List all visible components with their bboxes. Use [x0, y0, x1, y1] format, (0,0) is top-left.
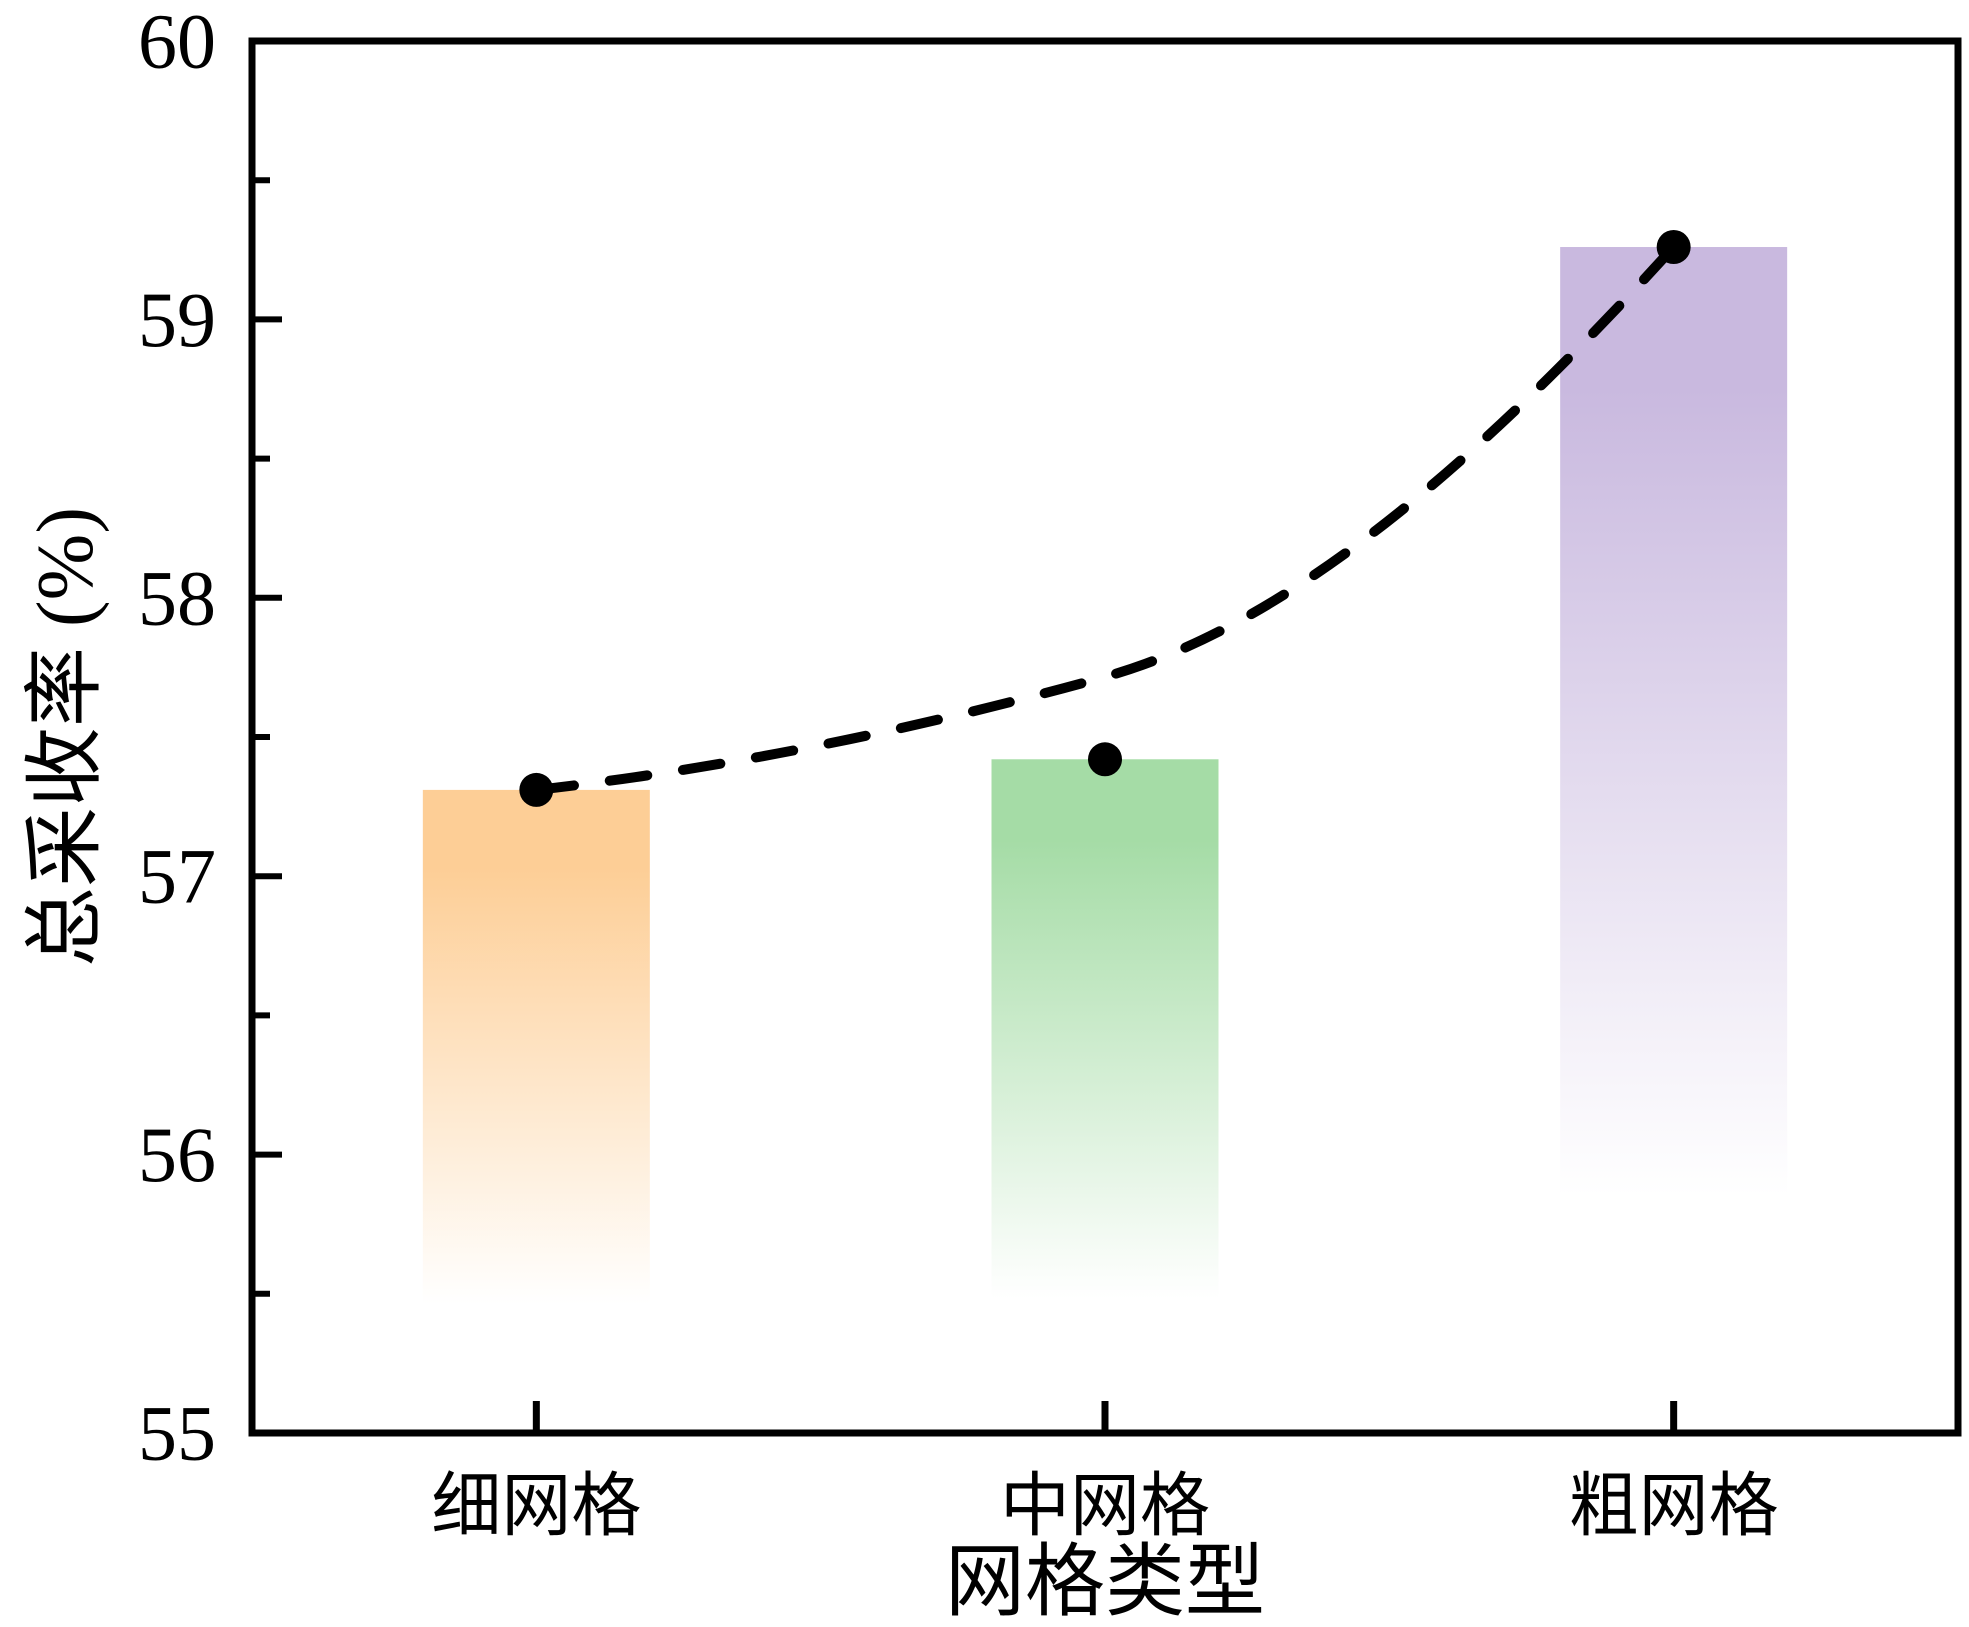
x-axis-title: 网格类型 [945, 1539, 1265, 1622]
y-tick-label: 60 [138, 0, 216, 85]
x-tick-label: 细网格 [431, 1469, 641, 1546]
y-axis-title: 总采收率 (%) [22, 507, 110, 967]
bar-fine-mesh [422, 789, 650, 1433]
y-tick-label: 59 [138, 276, 216, 363]
y-axis: 55 56 57 58 59 60 [138, 0, 282, 1477]
bars-group [422, 247, 1788, 1434]
data-point-marker-2 [1656, 230, 1691, 265]
data-point-markers [519, 230, 1691, 807]
x-axis: 细网格 中网格 粗网格 [431, 1401, 1779, 1546]
y-tick-label: 58 [138, 554, 216, 641]
data-point-marker-1 [1088, 742, 1122, 777]
y-tick-label: 55 [138, 1390, 216, 1477]
x-tick-label: 中网格 [1000, 1469, 1210, 1546]
trend-dashed-line [531, 242, 1679, 795]
data-point-marker-0 [519, 772, 554, 807]
x-tick-label: 粗网格 [1569, 1469, 1779, 1546]
y-tick-label: 56 [138, 1111, 216, 1198]
bar-medium-mesh [991, 759, 1219, 1433]
y-tick-label: 57 [138, 833, 216, 920]
bar-coarse-mesh [1560, 247, 1788, 1434]
